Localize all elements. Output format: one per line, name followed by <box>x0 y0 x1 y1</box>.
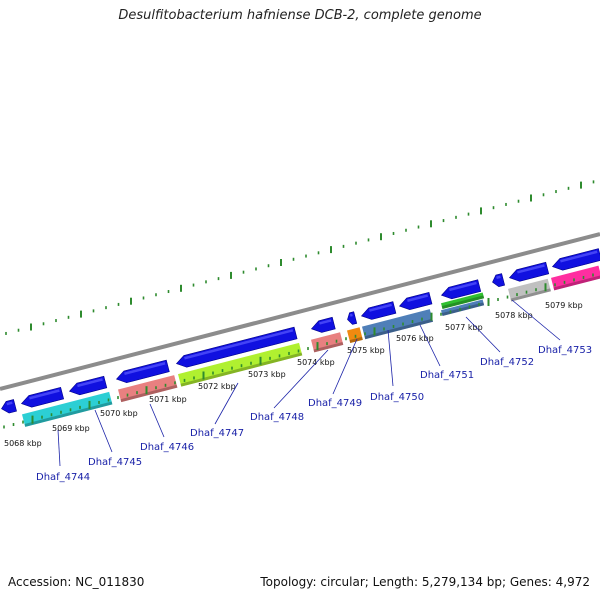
kbp-scale-label: 5079 kbp <box>545 301 583 310</box>
reverse-strand-genes <box>22 265 600 427</box>
gene-label: Dhaf_4749 <box>308 398 362 409</box>
reverse-gene-box <box>362 309 434 340</box>
gene-leader-line <box>387 329 394 387</box>
gene-leader-line <box>149 403 165 438</box>
kbp-scale-label: 5075 kbp <box>347 346 385 355</box>
reverse-gene-box <box>118 375 178 403</box>
reverse-gene-box <box>441 292 485 310</box>
forward-gene-arrow <box>360 301 397 320</box>
kbp-scale-label: 5071 kbp <box>149 395 187 404</box>
genome-backbone <box>0 232 600 391</box>
forward-gene-arrow <box>551 248 600 271</box>
inner-tick-ring <box>3 273 594 429</box>
kbp-scale-label: 5069 kbp <box>52 424 90 433</box>
gene-leader-line <box>332 338 358 395</box>
forward-gene-arrow <box>508 261 550 282</box>
genome-title: Desulfitobacterium hafniense DCB-2, comp… <box>118 8 482 23</box>
gene-label: Dhaf_4751 <box>420 370 474 381</box>
kbp-scale-labels: 5068 kbp 5069 kbp 5070 kbp 5071 kbp 5072 kbp… <box>4 301 583 448</box>
gene-label: Dhaf_4750 <box>370 392 424 403</box>
forward-gene-arrow <box>440 279 482 300</box>
gene-label: Dhaf_4745 <box>88 457 142 468</box>
forward-gene-arrow <box>347 311 358 325</box>
gene-leader-line <box>57 429 61 467</box>
forward-gene-arrow <box>68 375 108 396</box>
forward-gene-arrow <box>20 386 65 408</box>
gene-label: Dhaf_4752 <box>480 357 534 368</box>
gene-leader-line <box>273 349 329 409</box>
gene-labels: Dhaf_4744 Dhaf_4745 Dhaf_4746 Dhaf_4747 Dhaf… <box>36 299 592 483</box>
forward-gene-arrow <box>1 399 17 414</box>
gene-leader-line <box>419 324 441 367</box>
forward-gene-arrow <box>175 326 298 368</box>
kbp-scale-label: 5077 kbp <box>445 323 483 332</box>
gene-label: Dhaf_4753 <box>538 345 592 356</box>
gene-leader-line <box>214 382 239 425</box>
gene-label: Dhaf_4746 <box>140 442 194 453</box>
outer-tick-ring <box>5 180 595 335</box>
gene-leader-line <box>465 316 501 353</box>
gene-label: Dhaf_4747 <box>190 428 244 439</box>
gene-leader-line <box>511 299 561 341</box>
reverse-gene-box <box>178 342 303 387</box>
kbp-scale-label: 5070 kbp <box>100 409 138 418</box>
gene-label: Dhaf_4744 <box>36 472 90 483</box>
reverse-gene-box <box>551 265 600 291</box>
forward-gene-arrow <box>492 273 506 288</box>
forward-gene-arrow <box>310 316 336 333</box>
reverse-gene-box <box>507 278 551 302</box>
kbp-scale-label: 5078 kbp <box>495 311 533 320</box>
forward-gene-arrow <box>115 359 170 384</box>
kbp-scale-label: 5068 kbp <box>4 439 42 448</box>
forward-gene-arrow <box>398 291 433 311</box>
kbp-scale-label: 5076 kbp <box>396 334 434 343</box>
reverse-gene-box <box>441 299 485 317</box>
genome-summary-text: Topology: circular; Length: 5,279,134 bp… <box>260 575 590 589</box>
kbp-scale-label: 5072 kbp <box>198 382 236 391</box>
accession-text: Accession: NC_011830 <box>8 575 145 589</box>
kbp-scale-label: 5073 kbp <box>248 370 286 379</box>
gene-leader-line <box>94 409 113 453</box>
forward-strand-genes <box>1 248 600 414</box>
gene-label: Dhaf_4748 <box>250 412 304 423</box>
